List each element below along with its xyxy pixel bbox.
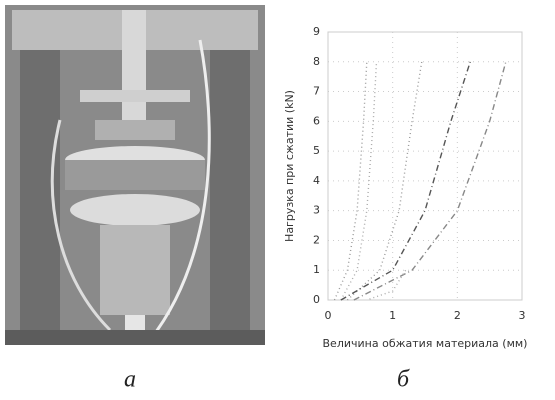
y-tick-label: 5 [313, 144, 320, 157]
y-axis-label: Нагрузка при сжатии (kN) [283, 90, 296, 242]
x-axis-label: Величина обжатия материала (мм) [323, 337, 528, 350]
line [366, 269, 407, 301]
y-tick-label: 1 [313, 263, 320, 276]
y-tick-label: 7 [313, 85, 320, 98]
x-tick-label: 2 [454, 309, 461, 322]
x-tick-label: 3 [519, 309, 526, 322]
y-tick-label: 4 [313, 174, 320, 187]
line [340, 61, 471, 301]
plot-frame [327, 31, 523, 301]
y-tick-label: 6 [313, 114, 320, 127]
x-tick-label: 1 [389, 309, 396, 322]
y-tick-label: 8 [313, 55, 320, 68]
y-tick-label: 2 [313, 233, 320, 246]
line [346, 61, 423, 301]
y-tick-label: 3 [313, 204, 320, 217]
y-tick-label: 9 [313, 25, 320, 38]
caption: а [124, 367, 136, 393]
caption: б [397, 367, 410, 393]
photo [5, 5, 265, 345]
y-tick-label: 0 [313, 293, 320, 306]
x-tick-label: 0 [325, 309, 332, 322]
line [353, 61, 507, 301]
line [333, 61, 368, 301]
